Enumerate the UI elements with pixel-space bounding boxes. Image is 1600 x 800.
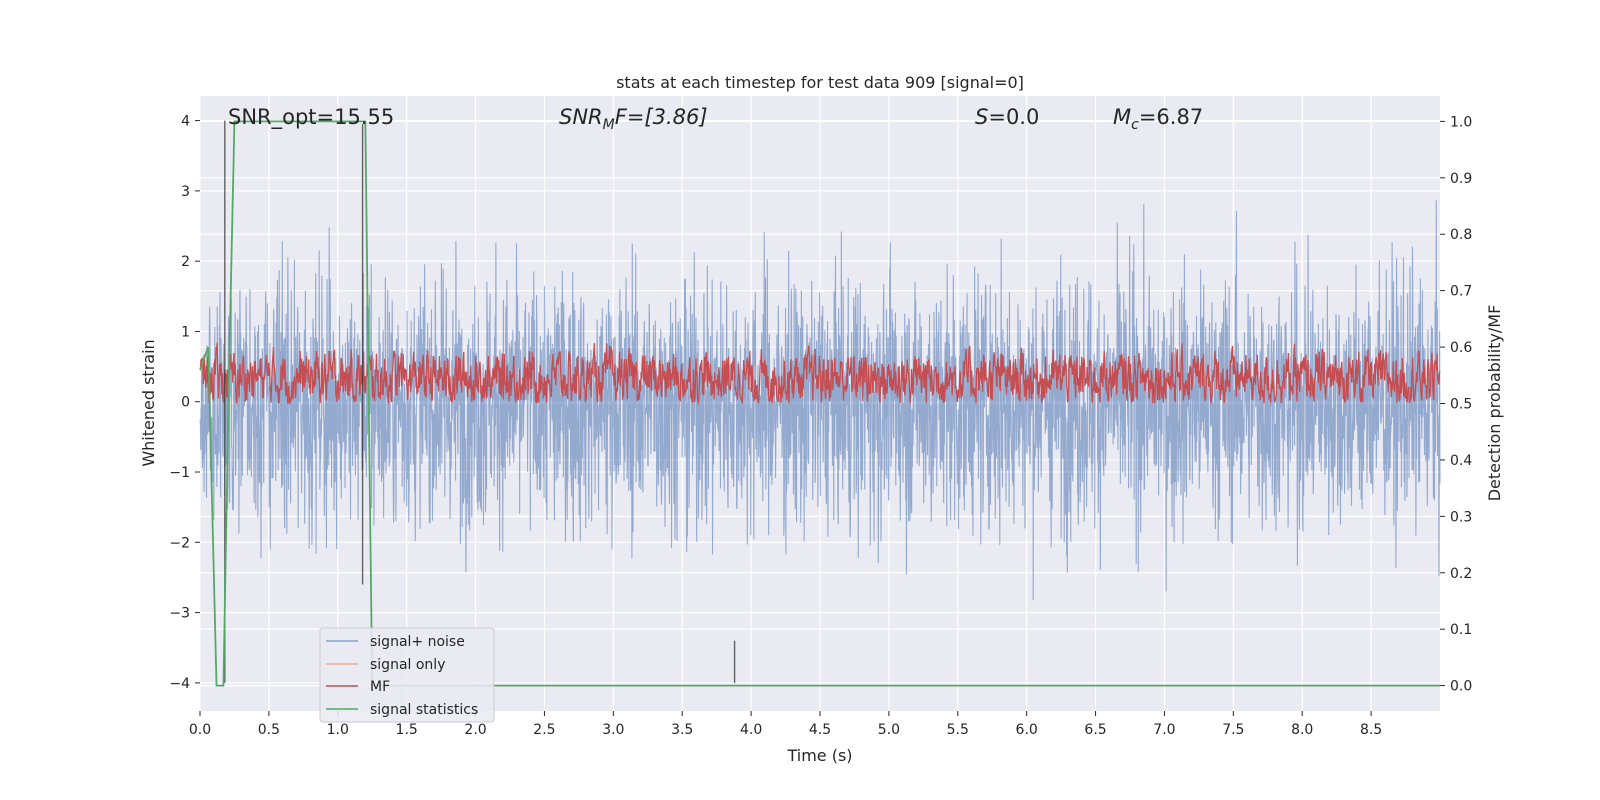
x-tick-label: 0.0 bbox=[189, 722, 211, 738]
legend: signal+ noise signal only MF signal stat… bbox=[319, 627, 495, 723]
annotation-mc: Mc=6.87 bbox=[1113, 105, 1203, 133]
signal-noise-line bbox=[199, 200, 1441, 601]
x-tick-label: 2.5 bbox=[533, 722, 555, 738]
y-tick-label: −1 bbox=[169, 465, 190, 481]
x-tick-label: 0.5 bbox=[258, 722, 280, 738]
y-axis-label: Whitened strain bbox=[139, 339, 158, 466]
annotation-s: S=0.0 bbox=[975, 105, 1039, 129]
x-tick-label: 1.5 bbox=[396, 722, 418, 738]
x-tick-label: 7.0 bbox=[1153, 722, 1175, 738]
x-axis-label: Time (s) bbox=[786, 746, 852, 765]
signal-noise-series bbox=[199, 200, 1441, 601]
y-right-tick-label: 0.3 bbox=[1450, 509, 1472, 525]
y-right-tick-label: 0.1 bbox=[1450, 622, 1472, 638]
x-tick-label: 4.0 bbox=[740, 722, 762, 738]
x-tick-label: 6.5 bbox=[1084, 722, 1106, 738]
y-right-tick-label: 0.8 bbox=[1450, 227, 1472, 243]
x-tick-label: 5.0 bbox=[878, 722, 900, 738]
y-tick-label: 1 bbox=[181, 324, 190, 340]
annotation-snr-mf-subscript: M bbox=[603, 117, 615, 133]
y-tick-label: 2 bbox=[181, 254, 190, 270]
y-right-tick-label: 1.0 bbox=[1450, 114, 1472, 130]
annotation-snr-mf: SNRMF=[3.86] bbox=[559, 105, 708, 133]
y-tick-label: 3 bbox=[181, 184, 190, 200]
x-tick-label: 7.5 bbox=[1222, 722, 1244, 738]
y-right-tick-label: 0.6 bbox=[1450, 340, 1472, 356]
mf-series bbox=[199, 342, 1441, 406]
y-right-tick-label: 0.5 bbox=[1450, 397, 1472, 413]
y-right-tick-label: 0.4 bbox=[1450, 453, 1472, 469]
legend-label-mf: MF bbox=[370, 679, 390, 695]
y-right-tick-label: 0.9 bbox=[1450, 171, 1472, 187]
legend-label-signal-statistics: signal statistics bbox=[370, 702, 478, 718]
axis-ticks: 0.0 0.5 1.0 1.5 2.0 2.5 3.0 3.5 4.0 4.5 5.0 5.5 6.0 6… bbox=[169, 114, 1472, 738]
legend-label-signal-noise: signal+ noise bbox=[370, 634, 465, 650]
annotation-s-value: =0.0 bbox=[988, 105, 1039, 129]
annotation-snr-mf-symbol: SNR bbox=[559, 105, 603, 129]
y-tick-label: 4 bbox=[181, 114, 190, 130]
x-tick-label: 5.5 bbox=[947, 722, 969, 738]
x-tick-label: 1.0 bbox=[327, 722, 349, 738]
y-axis-right-label: Detection probability/MF bbox=[1485, 305, 1504, 502]
x-tick-label: 8.5 bbox=[1360, 722, 1382, 738]
mf-line bbox=[199, 342, 1441, 406]
annotation-s-symbol: S bbox=[975, 105, 988, 129]
x-tick-label: 8.0 bbox=[1291, 722, 1313, 738]
y-tick-label: 0 bbox=[181, 395, 190, 411]
annotation-snr-mf-value: F=[3.86] bbox=[615, 105, 708, 129]
y-tick-label: −4 bbox=[169, 676, 190, 692]
chart-title: stats at each timestep for test data 909… bbox=[616, 73, 1024, 92]
x-tick-label: 4.5 bbox=[809, 722, 831, 738]
annotation-snr-opt: SNR_opt=15.55 bbox=[228, 105, 394, 130]
annotation-mc-symbol: M bbox=[1113, 105, 1131, 129]
x-tick-label: 2.0 bbox=[464, 722, 486, 738]
y-right-tick-label: 0.2 bbox=[1450, 566, 1472, 582]
y-tick-label: −2 bbox=[169, 535, 190, 551]
x-tick-label: 3.0 bbox=[602, 722, 624, 738]
x-tick-label: 3.5 bbox=[671, 722, 693, 738]
legend-label-signal-only: signal only bbox=[370, 657, 445, 673]
annotation-mc-subscript: c bbox=[1131, 117, 1139, 133]
y-tick-label: −3 bbox=[169, 606, 190, 622]
x-tick-label: 6.0 bbox=[1016, 722, 1038, 738]
y-right-tick-label: 0.0 bbox=[1450, 679, 1472, 695]
annotation-mc-value: =6.87 bbox=[1139, 105, 1203, 129]
y-right-tick-label: 0.7 bbox=[1450, 284, 1472, 300]
legend-box bbox=[319, 627, 495, 723]
